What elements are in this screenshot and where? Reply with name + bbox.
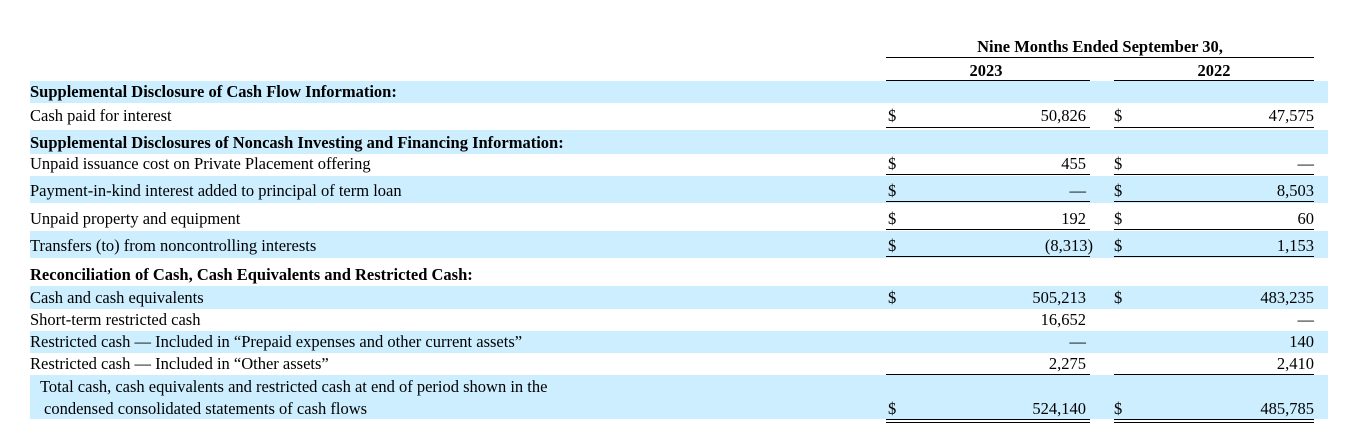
value-2023: — [1069,332,1087,351]
row-label: Restricted cash — Included in “Prepaid e… [30,332,523,351]
row-label: Reconciliation of Cash, Cash Equivalents… [30,265,473,284]
column-rule-2022 [1114,80,1314,81]
table-row-payment-in-kind-interest: Payment-in-kind interest added to princi… [30,176,1328,203]
dollar-sign: $ [888,209,897,228]
column-rule-2023 [886,80,1090,81]
column-header-2023: 2023 [969,61,1003,80]
value-2023: 524,140 [1032,399,1086,418]
cell-underline [1114,127,1314,128]
section-header-reconciliation: Reconciliation of Cash, Cash Equivalents… [30,262,1328,286]
dollar-sign: $ [1114,106,1123,125]
table-row-unpaid-issuance-cost: Unpaid issuance cost on Private Placemen… [30,154,1328,176]
column-header-2022: 2022 [1197,61,1231,80]
value-2022: 47,575 [1268,106,1314,125]
cell-underline [1114,201,1314,202]
dollar-sign: $ [888,236,897,255]
cell-underline [1114,229,1314,230]
table-row-total-cash: Total cash, cash equivalents and restric… [30,375,1328,423]
header-rule [886,57,1314,58]
dollar-sign: $ [888,288,897,307]
row-label: Payment-in-kind interest added to princi… [30,181,402,200]
cell-underline [886,256,1090,257]
row-label-line1: Total cash, cash equivalents and restric… [40,377,548,396]
dollar-sign: $ [888,181,897,200]
value-2022: — [1297,310,1315,329]
value-2022: 140 [1289,332,1314,351]
double-underline-2023 [886,419,1090,420]
row-label: Restricted cash — Included in “Other ass… [30,354,329,373]
table-row-short-term-restricted: Short-term restricted cash 16,652 — [30,309,1328,331]
cell-underline [886,201,1090,202]
value-2023: 16,652 [1040,310,1086,329]
cell-underline [886,174,1090,175]
row-label: Transfers (to) from noncontrolling inter… [30,236,317,255]
row-label-line2: condensed consolidated statements of cas… [44,399,368,418]
value-2023: 50,826 [1040,106,1086,125]
section-header-supplemental-cash-flow: Supplemental Disclosure of Cash Flow Inf… [30,81,1328,103]
value-2022: 8,503 [1276,181,1314,200]
dollar-sign: $ [1114,236,1123,255]
dollar-sign: $ [1114,288,1123,307]
cell-underline [1114,374,1314,375]
section-header-noncash-investing: Supplemental Disclosures of Noncash Inve… [30,130,1328,154]
cell-underline [886,127,1090,128]
table-row-transfers-noncontrolling: Transfers (to) from noncontrolling inter… [30,231,1328,258]
row-label: Short-term restricted cash [30,310,201,329]
cell-underline [886,229,1090,230]
double-underline-2022 [1114,419,1314,420]
cell-underline [1114,174,1314,175]
dollar-sign: $ [888,154,897,173]
cell-underline [1114,256,1314,257]
value-2022: — [1297,154,1315,173]
double-underline-2022 [1114,422,1314,423]
dollar-sign: $ [1114,209,1123,228]
value-2023: (8,313) [1044,236,1093,255]
value-2023: — [1069,181,1087,200]
table-row-restricted-other-assets: Restricted cash — Included in “Other ass… [30,353,1328,375]
table-row-restricted-prepaid: Restricted cash — Included in “Prepaid e… [30,331,1328,353]
row-label: Cash and cash equivalents [30,288,204,307]
value-2022: 2,410 [1276,354,1314,373]
table-row-cash-paid-for-interest: Cash paid for interest $ 50,826 $ 47,575 [30,103,1328,128]
row-label: Unpaid property and equipment [30,209,241,228]
dollar-sign: $ [1114,399,1123,418]
value-2023: 505,213 [1032,288,1086,307]
dollar-sign: $ [888,399,897,418]
dollar-sign: $ [888,106,897,125]
row-label: Cash paid for interest [30,106,172,125]
dollar-sign: $ [1114,181,1123,200]
table-row-unpaid-property-equipment: Unpaid property and equipment $ 192 $ 60 [30,203,1328,231]
value-2023: 455 [1061,154,1086,173]
double-underline-2023 [886,422,1090,423]
dollar-sign: $ [1114,154,1123,173]
cell-underline [886,374,1090,375]
value-2023: 192 [1061,209,1086,228]
value-2022: 60 [1297,209,1315,228]
value-2023: 2,275 [1048,354,1086,373]
value-2022: 483,235 [1260,288,1314,307]
row-label: Supplemental Disclosure of Cash Flow Inf… [30,82,397,101]
table-row-cash-and-equivalents: Cash and cash equivalents $ 505,213 $ 48… [30,286,1328,309]
row-label: Unpaid issuance cost on Private Placemen… [30,154,371,173]
value-2022: 485,785 [1260,399,1314,418]
value-2022: 1,153 [1276,236,1314,255]
row-label: Supplemental Disclosures of Noncash Inve… [30,133,564,152]
period-header: Nine Months Ended September 30, [977,37,1223,56]
